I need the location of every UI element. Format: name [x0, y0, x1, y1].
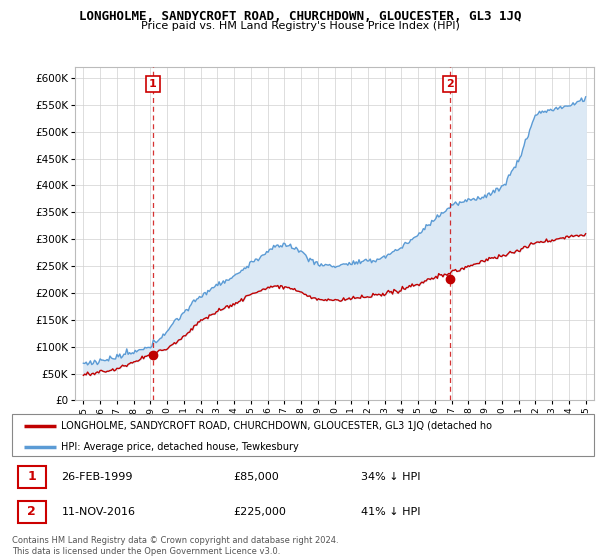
Text: LONGHOLME, SANDYCROFT ROAD, CHURCHDOWN, GLOUCESTER, GL3 1JQ: LONGHOLME, SANDYCROFT ROAD, CHURCHDOWN, …: [79, 10, 521, 23]
Text: HPI: Average price, detached house, Tewkesbury: HPI: Average price, detached house, Tewk…: [61, 442, 299, 452]
Text: 11-NOV-2016: 11-NOV-2016: [61, 507, 136, 517]
Text: 2: 2: [28, 505, 36, 518]
Text: 1: 1: [28, 470, 36, 483]
Text: 34% ↓ HPI: 34% ↓ HPI: [361, 472, 421, 482]
Text: 2: 2: [446, 79, 454, 89]
FancyBboxPatch shape: [18, 465, 46, 488]
Text: Price paid vs. HM Land Registry's House Price Index (HPI): Price paid vs. HM Land Registry's House …: [140, 21, 460, 31]
Text: £85,000: £85,000: [233, 472, 279, 482]
Text: Contains HM Land Registry data © Crown copyright and database right 2024.
This d: Contains HM Land Registry data © Crown c…: [12, 536, 338, 556]
Text: 26-FEB-1999: 26-FEB-1999: [61, 472, 133, 482]
Text: 41% ↓ HPI: 41% ↓ HPI: [361, 507, 421, 517]
Text: £225,000: £225,000: [233, 507, 286, 517]
FancyBboxPatch shape: [12, 414, 594, 456]
Text: 1: 1: [149, 79, 157, 89]
Text: LONGHOLME, SANDYCROFT ROAD, CHURCHDOWN, GLOUCESTER, GL3 1JQ (detached ho: LONGHOLME, SANDYCROFT ROAD, CHURCHDOWN, …: [61, 421, 493, 431]
FancyBboxPatch shape: [18, 501, 46, 523]
